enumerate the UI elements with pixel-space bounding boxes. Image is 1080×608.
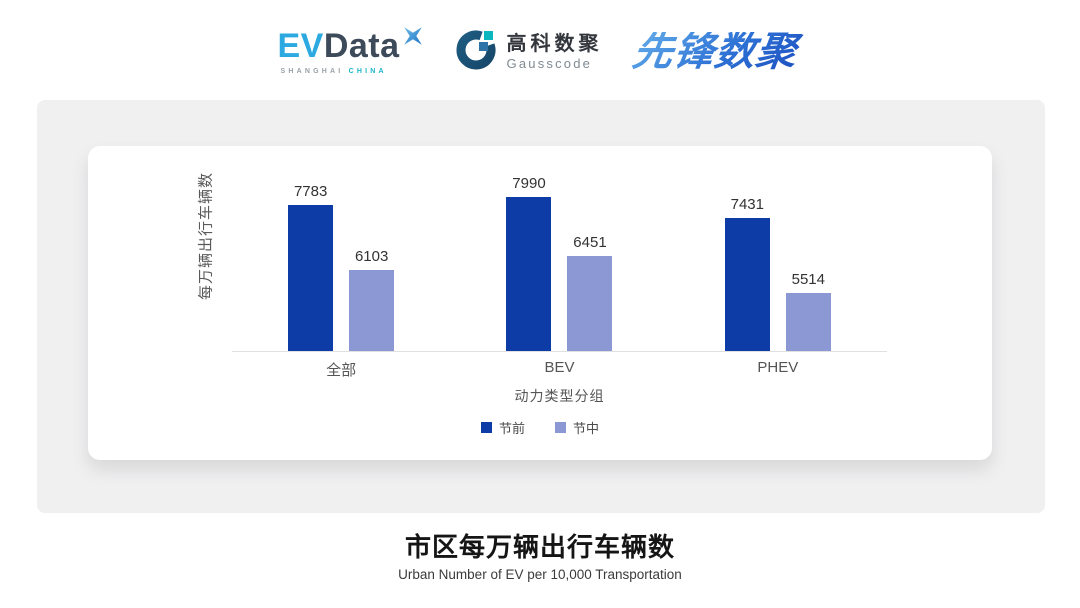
gausscode-cn-text: 高科数聚 [506, 32, 603, 55]
bar-wrap: 7990 [506, 174, 552, 351]
bar-wrap: 6103 [349, 247, 395, 351]
x-axis-title: 动力类型分组 [514, 388, 605, 404]
pioneer-logo: 先锋数聚 [629, 30, 806, 74]
evdata-wordmark: EVData [277, 27, 423, 65]
bar-wrap: 7431 [724, 196, 770, 351]
evdata-china-text: CHINA [348, 68, 387, 75]
legend-item-节前[interactable]: 节前 [480, 418, 525, 437]
evdata-subtext: SHANGHAI CHINA [280, 68, 386, 75]
bar-节前-BEV [506, 196, 552, 351]
legend-item-节中[interactable]: 节中 [555, 418, 599, 437]
bar-节前-PHEV [724, 218, 770, 351]
logo-row: EVData SHANGHAI CH [0, 20, 1080, 84]
bar-value-label: 7431 [730, 196, 764, 214]
bar-value-label: 7990 [512, 174, 546, 192]
chart-card: 每万辆出行车辆数 7783 6103 7990 6451 7431 5514 全部 BEV P… [88, 146, 992, 460]
evdata-logo: EVData SHANGHAI CH [277, 27, 423, 75]
bar-节中-全部 [349, 269, 395, 351]
bar-wrap: 7783 [288, 182, 334, 351]
evdata-data-text: Data [323, 27, 400, 65]
gausscode-wordmark: 高科数聚 Gausscode [507, 33, 603, 72]
bar-wrap: 6451 [567, 234, 613, 351]
bar-value-label: 5514 [791, 270, 825, 288]
bar-value-label: 6103 [354, 247, 389, 265]
legend-label: 节前 [498, 421, 525, 436]
bar-节前-全部 [288, 204, 334, 351]
bar-group-BEV: 7990 6451 [506, 175, 613, 351]
x-tick-row: 全部 BEV PHEV [232, 359, 887, 380]
bar-group-全部: 7783 6103 [288, 182, 395, 351]
legend-label: 节中 [573, 421, 600, 436]
gausscode-en-text: Gausscode [506, 55, 593, 71]
evdata-ev-text: EV [277, 27, 324, 65]
bar-节中-BEV [567, 256, 613, 351]
sparkle-icon [402, 25, 424, 52]
gausscode-logo: 高科数聚 Gausscode [454, 28, 603, 77]
plot-area: 7783 6103 7990 6451 7431 5514 [232, 175, 887, 352]
legend-swatch-icon [555, 422, 566, 433]
bar-value-label: 7783 [293, 182, 328, 200]
page-title: 市区每万辆出行车辆数 [404, 532, 675, 562]
page-subtitle: Urban Number of EV per 10,000 Transporta… [398, 567, 682, 582]
legend-swatch-icon [480, 422, 492, 433]
bar-wrap: 5514 [785, 270, 831, 351]
x-tick-label-BEV: BEV [544, 359, 575, 376]
x-tick-label-全部: 全部 [326, 362, 357, 379]
y-axis-label: 每万辆出行车辆数 [197, 171, 215, 301]
bar-value-label: 6451 [573, 234, 607, 252]
evdata-shanghai-text: SHANGHAI [280, 68, 344, 75]
gausscode-icon [454, 28, 498, 77]
x-tick-label-PHEV: PHEV [757, 359, 799, 376]
chart-panel: 每万辆出行车辆数 7783 6103 7990 6451 7431 5514 全部 BEV P… [37, 100, 1045, 513]
bar-group-PHEV: 7431 5514 [724, 182, 831, 351]
legend: 节前 节中 [88, 418, 992, 437]
bar-节中-PHEV [785, 292, 831, 351]
